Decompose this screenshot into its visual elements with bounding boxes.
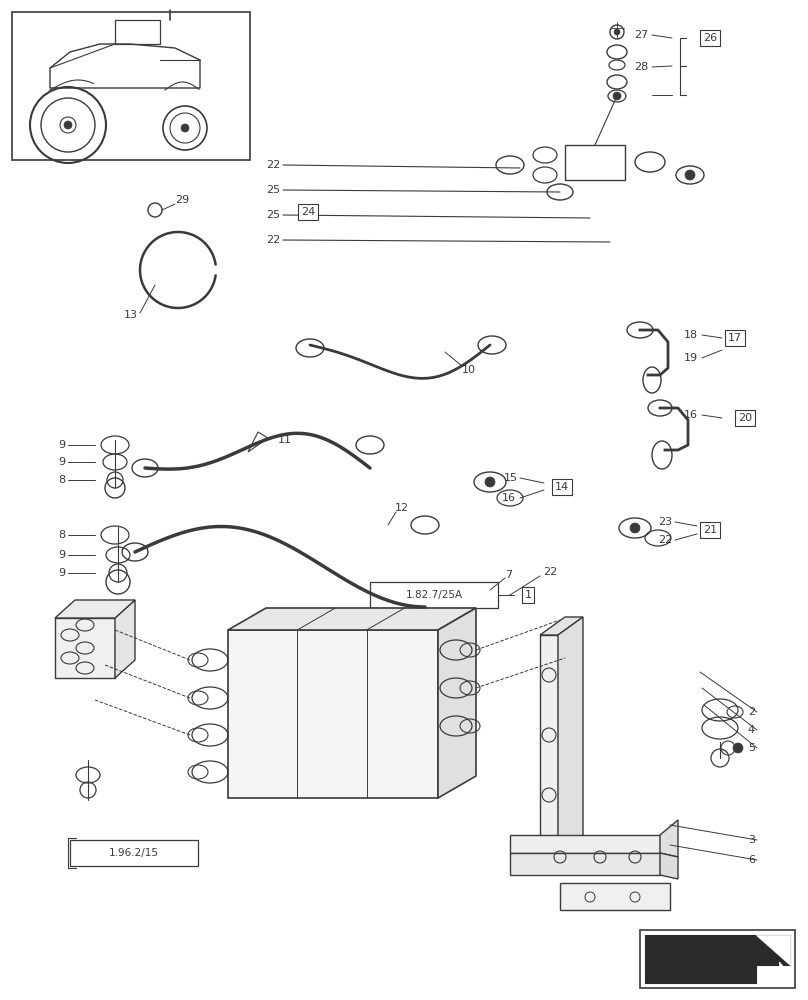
Text: 9: 9: [58, 550, 65, 560]
Text: 8: 8: [58, 475, 65, 485]
Bar: [70, 840, 198, 866]
Text: 26: 26: [703, 33, 717, 43]
Bar: [640, 930, 795, 988]
Bar: [12, 12, 250, 160]
Polygon shape: [558, 617, 583, 850]
Circle shape: [614, 29, 620, 35]
Text: 1.96.2/15: 1.96.2/15: [109, 848, 159, 858]
Text: 20: 20: [738, 413, 752, 423]
Text: 17: 17: [728, 333, 742, 343]
Polygon shape: [560, 883, 670, 910]
Text: 25: 25: [266, 185, 280, 195]
Text: 29: 29: [175, 195, 189, 205]
Circle shape: [181, 124, 189, 132]
Text: 18: 18: [684, 330, 698, 340]
Text: 4: 4: [748, 725, 755, 735]
Text: 27: 27: [633, 30, 648, 40]
Text: 15: 15: [504, 473, 518, 483]
Text: 5: 5: [748, 743, 755, 753]
Bar: [370, 582, 498, 608]
Text: 22: 22: [266, 235, 280, 245]
Text: 13: 13: [124, 310, 138, 320]
Text: 19: 19: [684, 353, 698, 363]
Text: 16: 16: [684, 410, 698, 420]
Circle shape: [613, 92, 621, 100]
Text: 22: 22: [543, 567, 558, 577]
Polygon shape: [645, 935, 790, 983]
Text: 25: 25: [266, 210, 280, 220]
Polygon shape: [228, 630, 438, 798]
Text: 24: 24: [301, 207, 315, 217]
Text: 8: 8: [58, 530, 65, 540]
Polygon shape: [55, 618, 115, 678]
Polygon shape: [540, 617, 583, 635]
Text: 21: 21: [703, 525, 717, 535]
Text: 28: 28: [633, 62, 648, 72]
Text: 9: 9: [58, 568, 65, 578]
Polygon shape: [761, 962, 787, 981]
Polygon shape: [660, 820, 678, 857]
Polygon shape: [756, 935, 790, 965]
Polygon shape: [540, 635, 558, 850]
Polygon shape: [438, 608, 476, 798]
Polygon shape: [115, 600, 135, 678]
Circle shape: [685, 170, 695, 180]
Text: 2: 2: [748, 707, 755, 717]
Text: 3: 3: [748, 835, 755, 845]
Polygon shape: [55, 600, 135, 618]
Circle shape: [630, 523, 640, 533]
Text: 22: 22: [266, 160, 280, 170]
Text: 11: 11: [278, 435, 292, 445]
Text: 10: 10: [462, 365, 476, 375]
Polygon shape: [510, 835, 660, 853]
Text: 23: 23: [658, 517, 672, 527]
Text: 1: 1: [524, 590, 532, 600]
Text: 12: 12: [395, 503, 409, 513]
Polygon shape: [228, 608, 476, 630]
Text: 6: 6: [748, 855, 755, 865]
Text: 14: 14: [555, 482, 569, 492]
Circle shape: [485, 477, 495, 487]
Text: 1.82.7/25A: 1.82.7/25A: [406, 590, 462, 600]
Text: 16: 16: [502, 493, 516, 503]
Polygon shape: [660, 853, 678, 879]
Text: 22: 22: [658, 535, 672, 545]
Text: 7: 7: [505, 570, 512, 580]
Text: 9: 9: [58, 457, 65, 467]
Circle shape: [64, 121, 72, 129]
Circle shape: [733, 743, 743, 753]
Polygon shape: [510, 853, 660, 875]
Text: 9: 9: [58, 440, 65, 450]
